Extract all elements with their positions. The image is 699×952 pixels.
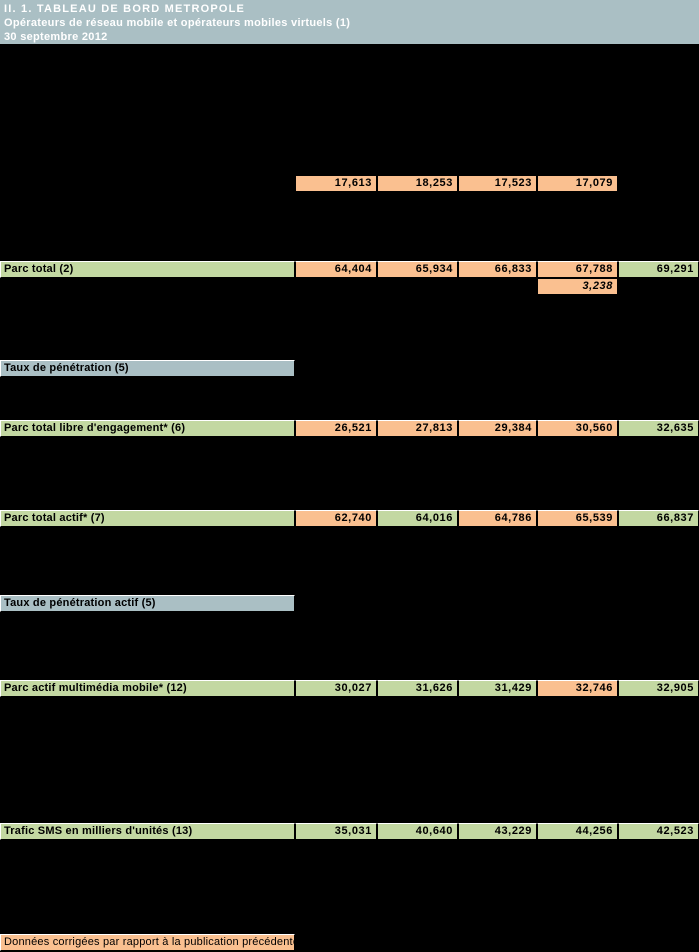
sheet-subtitle: Opérateurs de réseau mobile et opérateur… xyxy=(4,17,351,29)
cell-parc-libre-2[interactable]: 27,813 xyxy=(377,420,458,437)
row-parc-libre: Parc total libre d'engagement* (6) 26,52… xyxy=(0,420,699,437)
row-trafic-sms: Trafic SMS en milliers d'unités (13) 35,… xyxy=(0,823,699,840)
cell-quarter-4[interactable]: 17,079 xyxy=(537,175,618,192)
cell-trafic-sms-2[interactable]: 40,640 xyxy=(377,823,458,840)
row-taux-penetration-actif: Taux de pénétration actif (5) xyxy=(0,595,295,612)
cell-trafic-sms-1[interactable]: 35,031 xyxy=(295,823,377,840)
row-label-parc-total[interactable]: Parc total (2) xyxy=(0,261,295,278)
cell-quarter-2[interactable]: 18,253 xyxy=(377,175,458,192)
row-parc-multimedia: Parc actif multimédia mobile* (12) 30,02… xyxy=(0,680,699,697)
cell-parc-total-5[interactable]: 69,291 xyxy=(618,261,699,278)
cell-parc-actif-5[interactable]: 66,837 xyxy=(618,510,699,527)
cell-parc-libre-4[interactable]: 30,560 xyxy=(537,420,618,437)
cell-trafic-sms-4[interactable]: 44,256 xyxy=(537,823,618,840)
cell-parc-libre-1[interactable]: 26,521 xyxy=(295,420,377,437)
row-parc-total: Parc total (2) 64,404 65,934 66,833 67,7… xyxy=(0,261,699,278)
cell-trafic-sms-5[interactable]: 42,523 xyxy=(618,823,699,840)
cell-parc-total-4[interactable]: 67,788 xyxy=(537,261,618,278)
cell-parc-total-2[interactable]: 65,934 xyxy=(377,261,458,278)
cell-parc-multimedia-3[interactable]: 31,429 xyxy=(458,680,537,697)
row-label-taux-penetration-actif[interactable]: Taux de pénétration actif (5) xyxy=(0,595,295,612)
cell-parc-multimedia-1[interactable]: 30,027 xyxy=(295,680,377,697)
row-taux-penetration: Taux de pénétration (5) xyxy=(0,360,295,377)
cell-trafic-sms-3[interactable]: 43,229 xyxy=(458,823,537,840)
sheet-title: II. 1. TABLEAU DE BORD METROPOLE xyxy=(4,3,246,15)
row-label-parc-actif[interactable]: Parc total actif* (7) xyxy=(0,510,295,527)
row-parc-total-revision: 3,238 xyxy=(0,278,618,295)
cell-parc-total-3[interactable]: 66,833 xyxy=(458,261,537,278)
row-label-parc-multimedia[interactable]: Parc actif multimédia mobile* (12) xyxy=(0,680,295,697)
cell-parc-libre-3[interactable]: 29,384 xyxy=(458,420,537,437)
cell-parc-total-revision[interactable]: 3,238 xyxy=(537,278,618,295)
row-label-taux-penetration[interactable]: Taux de pénétration (5) xyxy=(0,360,295,377)
cell-parc-actif-1[interactable]: 62,740 xyxy=(295,510,377,527)
row-parc-actif: Parc total actif* (7) 62,740 64,016 64,7… xyxy=(0,510,699,527)
title-band: II. 1. TABLEAU DE BORD METROPOLE Opérate… xyxy=(0,0,699,44)
cell-parc-total-1[interactable]: 64,404 xyxy=(295,261,377,278)
cell-parc-actif-3[interactable]: 64,786 xyxy=(458,510,537,527)
row-label-parc-libre[interactable]: Parc total libre d'engagement* (6) xyxy=(0,420,295,437)
cell-quarter-1[interactable]: 17,613 xyxy=(295,175,377,192)
row-quarterly-values: 17,613 18,253 17,523 17,079 xyxy=(0,175,618,192)
footnote-corrected-data: Données corrigées par rapport à la publi… xyxy=(0,934,299,951)
row-label-trafic-sms[interactable]: Trafic SMS en milliers d'unités (13) xyxy=(0,823,295,840)
cell-parc-actif-4[interactable]: 65,539 xyxy=(537,510,618,527)
cell-parc-multimedia-2[interactable]: 31,626 xyxy=(377,680,458,697)
cell-parc-libre-5[interactable]: 32,635 xyxy=(618,420,699,437)
cell-parc-multimedia-4[interactable]: 32,746 xyxy=(537,680,618,697)
sheet-date: 30 septembre 2012 xyxy=(4,31,108,43)
cell-parc-multimedia-5[interactable]: 32,905 xyxy=(618,680,699,697)
cell-quarter-3[interactable]: 17,523 xyxy=(458,175,537,192)
row-spacer xyxy=(0,175,295,192)
cell-parc-actif-2[interactable]: 64,016 xyxy=(377,510,458,527)
